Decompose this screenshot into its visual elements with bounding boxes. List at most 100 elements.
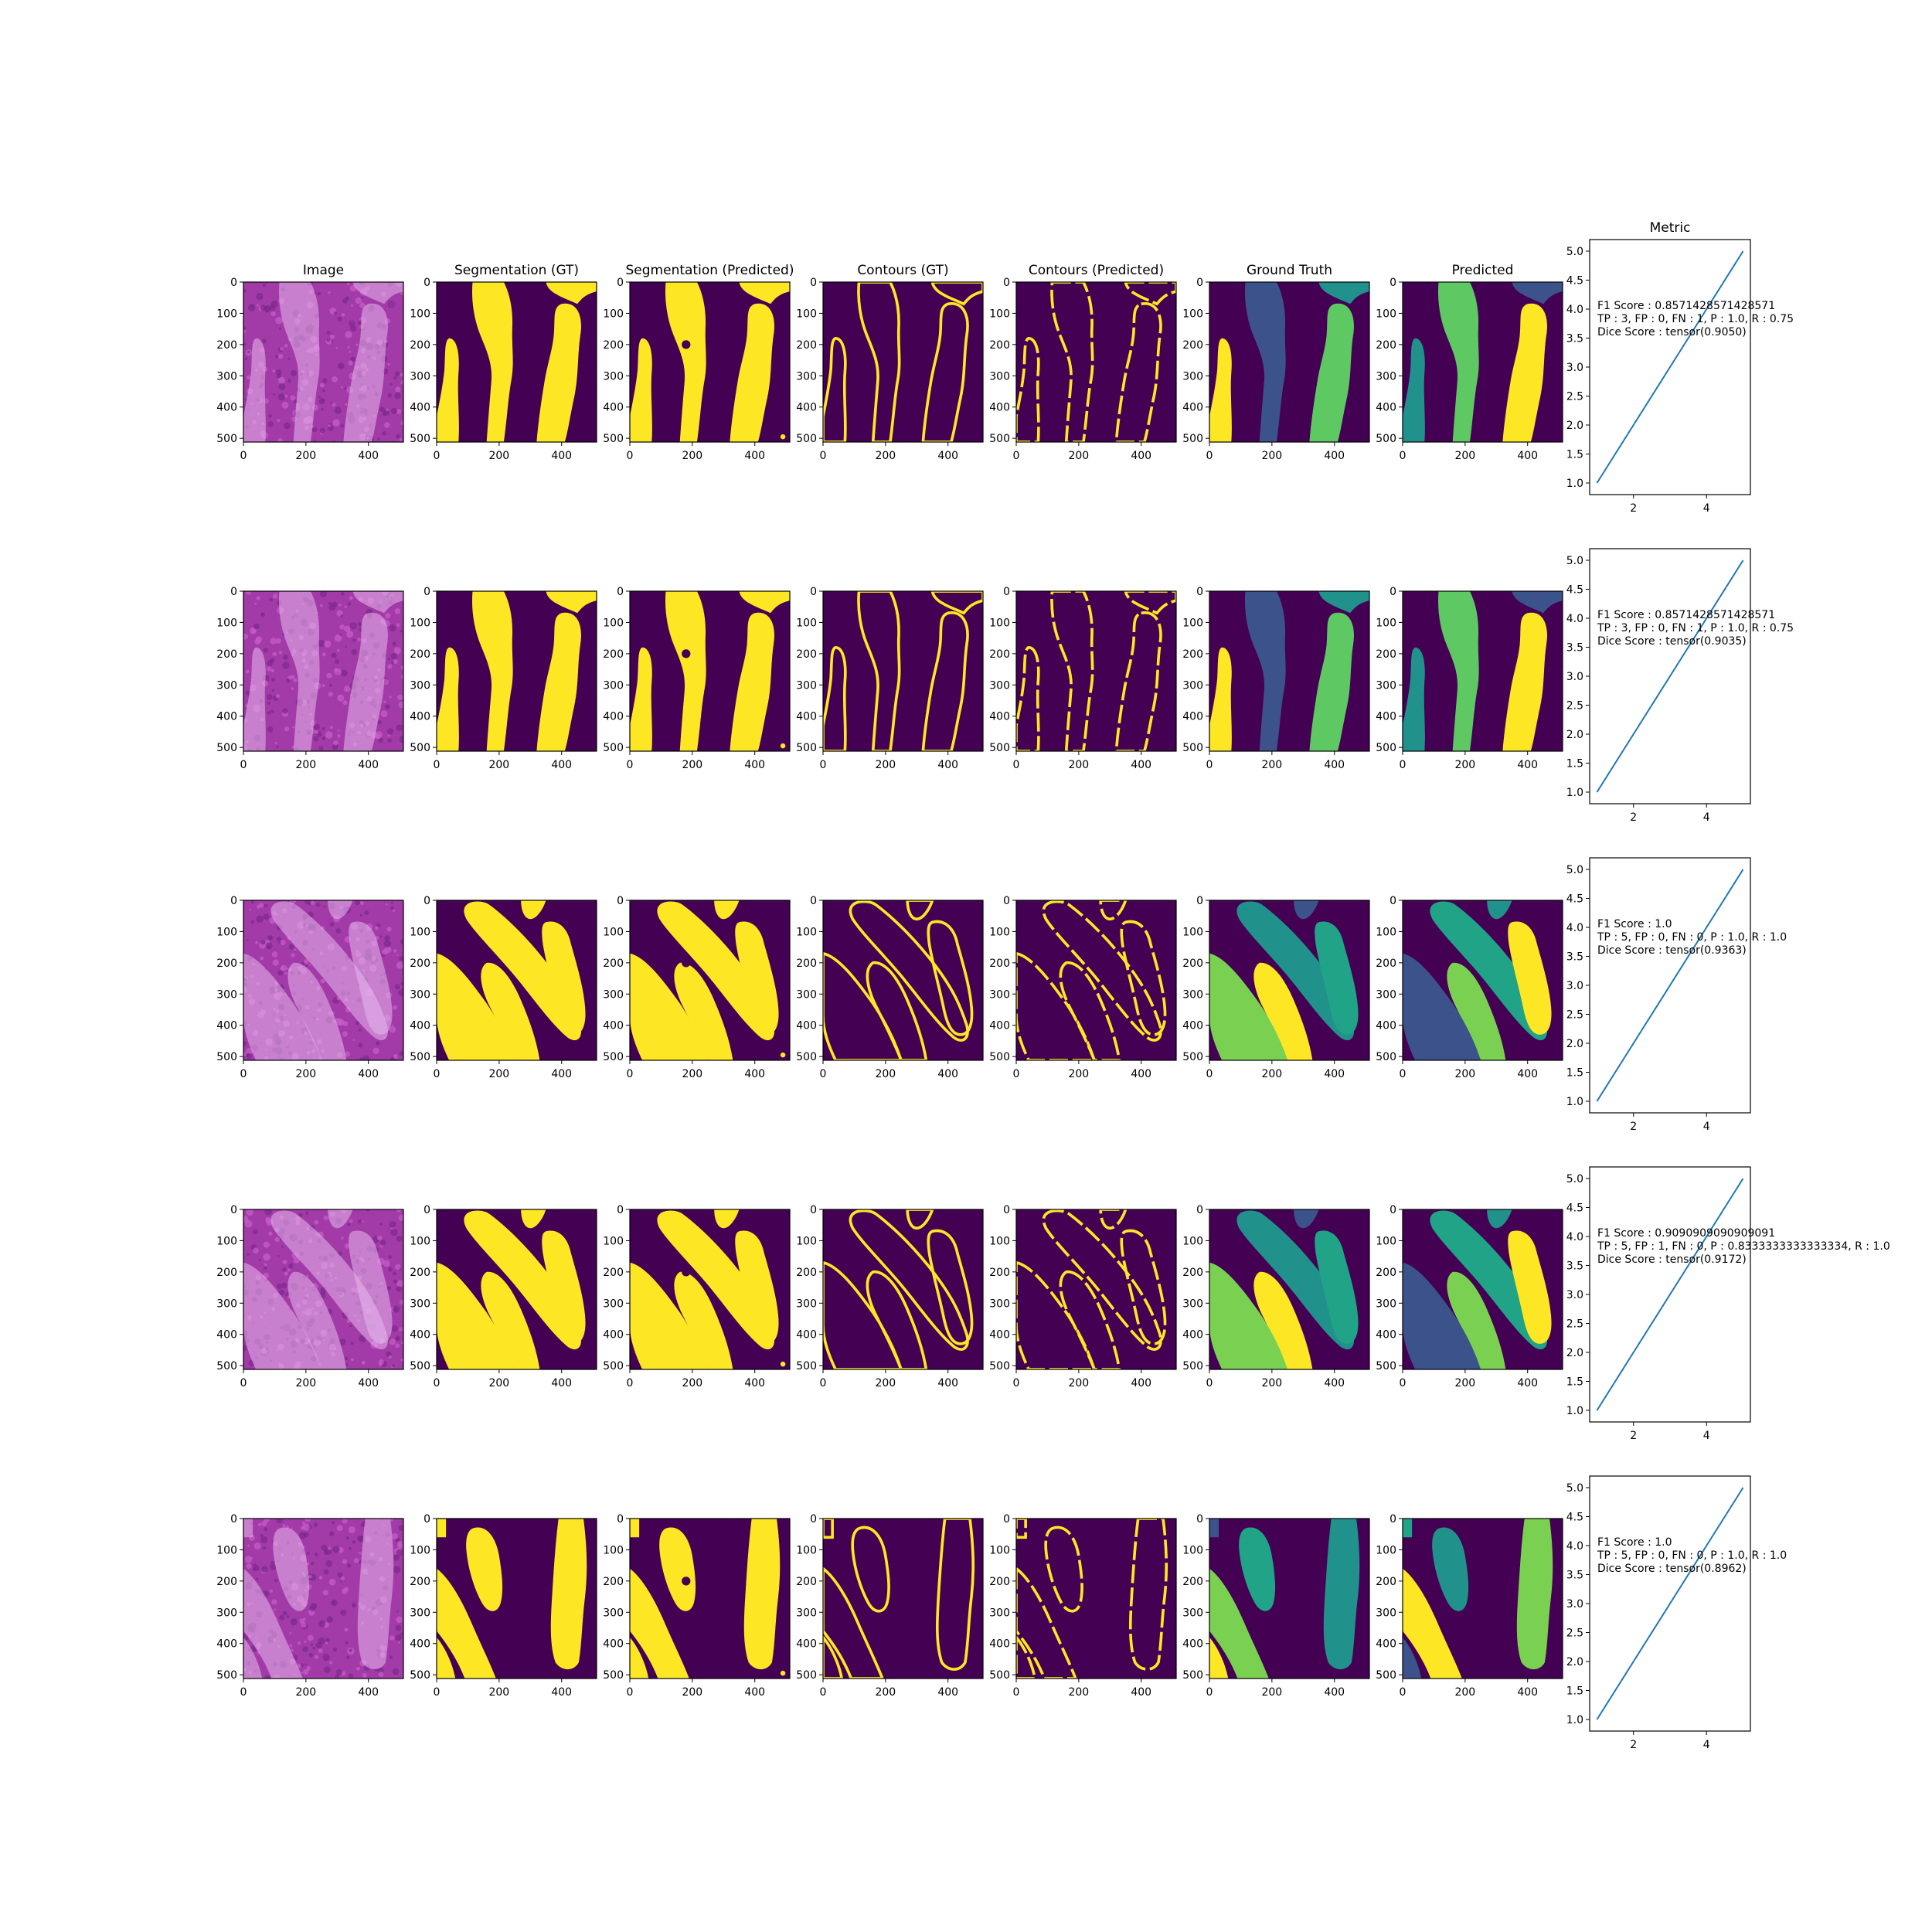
tissue-cell: [394, 371, 400, 376]
metric-line: [1596, 869, 1744, 1102]
tissue-cell: [260, 612, 266, 617]
mask-region: [630, 1637, 649, 1679]
dice-score-text: Dice Score : tensor(0.9172): [1597, 1253, 1747, 1266]
tissue-cell: [344, 1356, 349, 1361]
y-tick-label: 300: [603, 1607, 624, 1619]
y-tick-label: 200: [1182, 339, 1203, 352]
tissue-cell: [336, 1525, 343, 1532]
x-tick-label: 0: [820, 759, 827, 771]
x-tick-label: 400: [1131, 450, 1151, 462]
metric-y-tick-label: 3.5: [1566, 1260, 1583, 1273]
tissue-cell: [331, 340, 334, 343]
x-tick-label: 200: [1068, 450, 1089, 462]
tissue-cell: [347, 1223, 351, 1226]
x-tick-label: 400: [937, 450, 958, 462]
tissue-cell: [321, 378, 328, 384]
instance-region: [1403, 1568, 1462, 1679]
y-tick-label: 400: [1376, 1020, 1396, 1032]
tissue-cell: [319, 427, 325, 434]
column-title: Predicted: [1452, 263, 1514, 278]
y-tick-label: 300: [1376, 370, 1396, 383]
y-tick-label: 100: [603, 1235, 624, 1247]
tissue-cell: [320, 604, 323, 607]
y-tick-label: 500: [989, 1051, 1010, 1063]
x-tick-label: 0: [1400, 450, 1406, 462]
x-tick-label: 200: [1454, 759, 1475, 771]
y-tick-label: 400: [1182, 402, 1203, 414]
tissue-cell: [277, 1254, 280, 1257]
tissue-cell: [379, 1223, 383, 1226]
y-tick-label: 0: [617, 895, 624, 907]
tissue-cell: [246, 1563, 252, 1570]
metric-line: [1596, 1178, 1744, 1411]
tissue-cell: [396, 724, 403, 731]
tissue-cell: [319, 591, 327, 597]
tissue-cell: [316, 902, 321, 907]
tissue-cell: [262, 283, 266, 287]
tissue-cell: [326, 1616, 333, 1623]
y-tick-label: 500: [410, 742, 430, 754]
tissue-cell: [281, 1246, 284, 1248]
metric-y-tick-label: 2.5: [1566, 1009, 1583, 1022]
y-tick-label: 300: [603, 679, 624, 692]
metric-y-tick-label: 1.5: [1566, 449, 1583, 461]
y-tick-label: 200: [603, 1267, 624, 1279]
tissue-cell: [262, 1546, 267, 1550]
tissue-cell: [270, 638, 277, 645]
x-tick-label: 400: [551, 1377, 572, 1389]
tissue-cell: [268, 304, 276, 312]
y-tick-label: 500: [216, 1360, 237, 1372]
tissue-cell: [284, 726, 290, 732]
tissue-cell: [355, 343, 359, 346]
tissue-cell: [247, 1544, 250, 1547]
contour-line: [823, 1566, 884, 1679]
tissue-cell: [260, 1534, 264, 1537]
tissue-cell: [313, 1522, 318, 1527]
contour-line: [1016, 336, 1040, 442]
contour-line: [823, 645, 847, 751]
tissue-cell: [272, 651, 277, 657]
tissue-cell: [266, 666, 272, 672]
y-tick-label: 0: [230, 277, 237, 289]
tissue-cell: [344, 1051, 350, 1057]
metric-y-tick-label: 2.5: [1566, 700, 1583, 713]
y-tick-label: 500: [796, 742, 817, 754]
contour-line: [906, 1209, 934, 1230]
tissue-cell: [301, 1622, 307, 1628]
y-tick-label: 0: [423, 277, 430, 289]
x-tick-label: 0: [1206, 450, 1213, 462]
contour-line: [1128, 1519, 1168, 1671]
tissue-cell: [293, 1257, 300, 1264]
tissue-cell: [387, 664, 393, 669]
y-tick-label: 300: [1182, 679, 1203, 692]
tissue-cell: [312, 1647, 316, 1650]
tissue-cell: [258, 903, 264, 908]
tissue-cell: [334, 311, 338, 315]
tissue-cell: [323, 1666, 331, 1674]
tissue-cell: [348, 1526, 355, 1533]
tissue-cell: [263, 1253, 270, 1261]
y-tick-label: 500: [989, 433, 1010, 445]
tissue-gland: [273, 1527, 310, 1611]
y-tick-label: 300: [796, 370, 817, 383]
tissue-cell: [348, 1673, 354, 1679]
y-tick-label: 200: [796, 1267, 817, 1279]
y-tick-label: 200: [1182, 1576, 1203, 1588]
y-tick-label: 0: [617, 586, 624, 598]
metric-y-tick-label: 3.5: [1566, 1570, 1583, 1582]
x-tick-label: 400: [1517, 1377, 1538, 1389]
mask-region: [437, 1262, 515, 1369]
tissue-cell: [390, 407, 398, 414]
tissue-cell: [260, 956, 264, 961]
tissue-cell: [321, 407, 324, 411]
tissue-cell: [395, 434, 400, 439]
tissue-cell: [323, 1569, 329, 1575]
tissue-cell: [362, 1672, 367, 1679]
x-tick-label: 0: [1013, 1377, 1020, 1389]
contour-line: [823, 1519, 834, 1539]
tissue-cell: [291, 1527, 293, 1529]
y-tick-label: 400: [603, 1329, 624, 1342]
tissue-cell: [314, 1219, 319, 1225]
x-tick-label: 400: [551, 759, 572, 771]
